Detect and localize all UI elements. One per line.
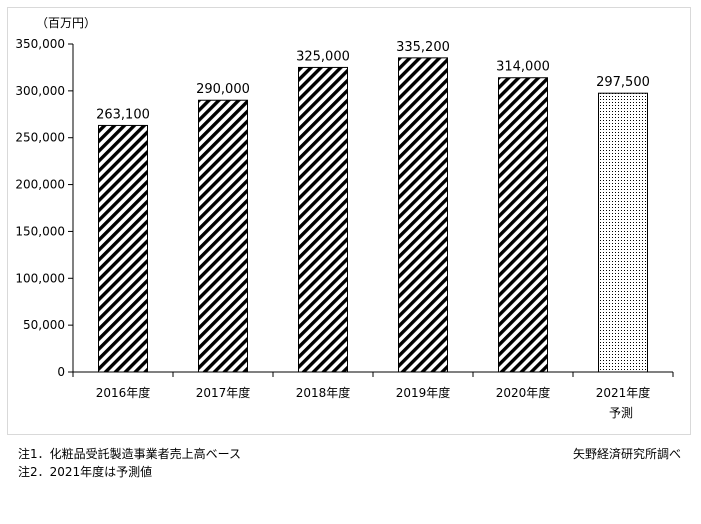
chart-frame xyxy=(7,7,691,435)
data-label: 314,000 xyxy=(496,60,550,75)
data-label: 290,000 xyxy=(196,82,250,97)
y-axis: 0 50,000 100,000 150,000 200,000 250,000 300,0… xyxy=(15,37,74,379)
bar-2016年度 xyxy=(98,124,148,373)
y-tick-label: 300,000 xyxy=(15,84,65,98)
y-tick-label: 100,000 xyxy=(15,271,65,285)
x-category-label: 2020年度 xyxy=(496,385,551,400)
data-label: 297,500 xyxy=(596,75,650,90)
bar-2018年度 xyxy=(298,66,348,373)
y-tick-label: 0 xyxy=(57,365,65,379)
data-label: 335,200 xyxy=(396,40,450,55)
bars: 263,100 290,000 325,000 335,200 314,000 297,5… xyxy=(96,40,650,373)
x-category-label: 2016年度 xyxy=(96,385,151,400)
bar-2020年度 xyxy=(498,77,548,373)
bar-2017年度 xyxy=(198,99,248,373)
data-label: 325,000 xyxy=(296,49,350,64)
x-category-label: 2021年度 xyxy=(596,385,651,400)
data-label: 263,100 xyxy=(96,107,150,122)
x-category-label: 2019年度 xyxy=(396,385,451,400)
y-tick-label: 350,000 xyxy=(15,37,65,51)
y-axis-unit-label: （百万円） xyxy=(36,16,96,30)
source-credit: 矢野経済研究所調べ xyxy=(572,447,681,461)
y-tick-label: 50,000 xyxy=(23,318,65,332)
y-tick-label: 150,000 xyxy=(15,224,65,238)
footnote-2: 注2．2021年度は予測値 xyxy=(18,465,153,479)
x-category-label: 2017年度 xyxy=(196,385,251,400)
y-tick-label: 200,000 xyxy=(15,178,65,192)
bar-2019年度 xyxy=(398,57,448,373)
bar-2021年度 xyxy=(598,92,648,373)
y-tick-label: 250,000 xyxy=(15,131,65,145)
x-category-sublabel: 予測 xyxy=(609,406,633,420)
footnote-1: 注1．化粧品受託製造事業者売上高ベース xyxy=(18,447,242,461)
x-category-label: 2018年度 xyxy=(296,385,351,400)
